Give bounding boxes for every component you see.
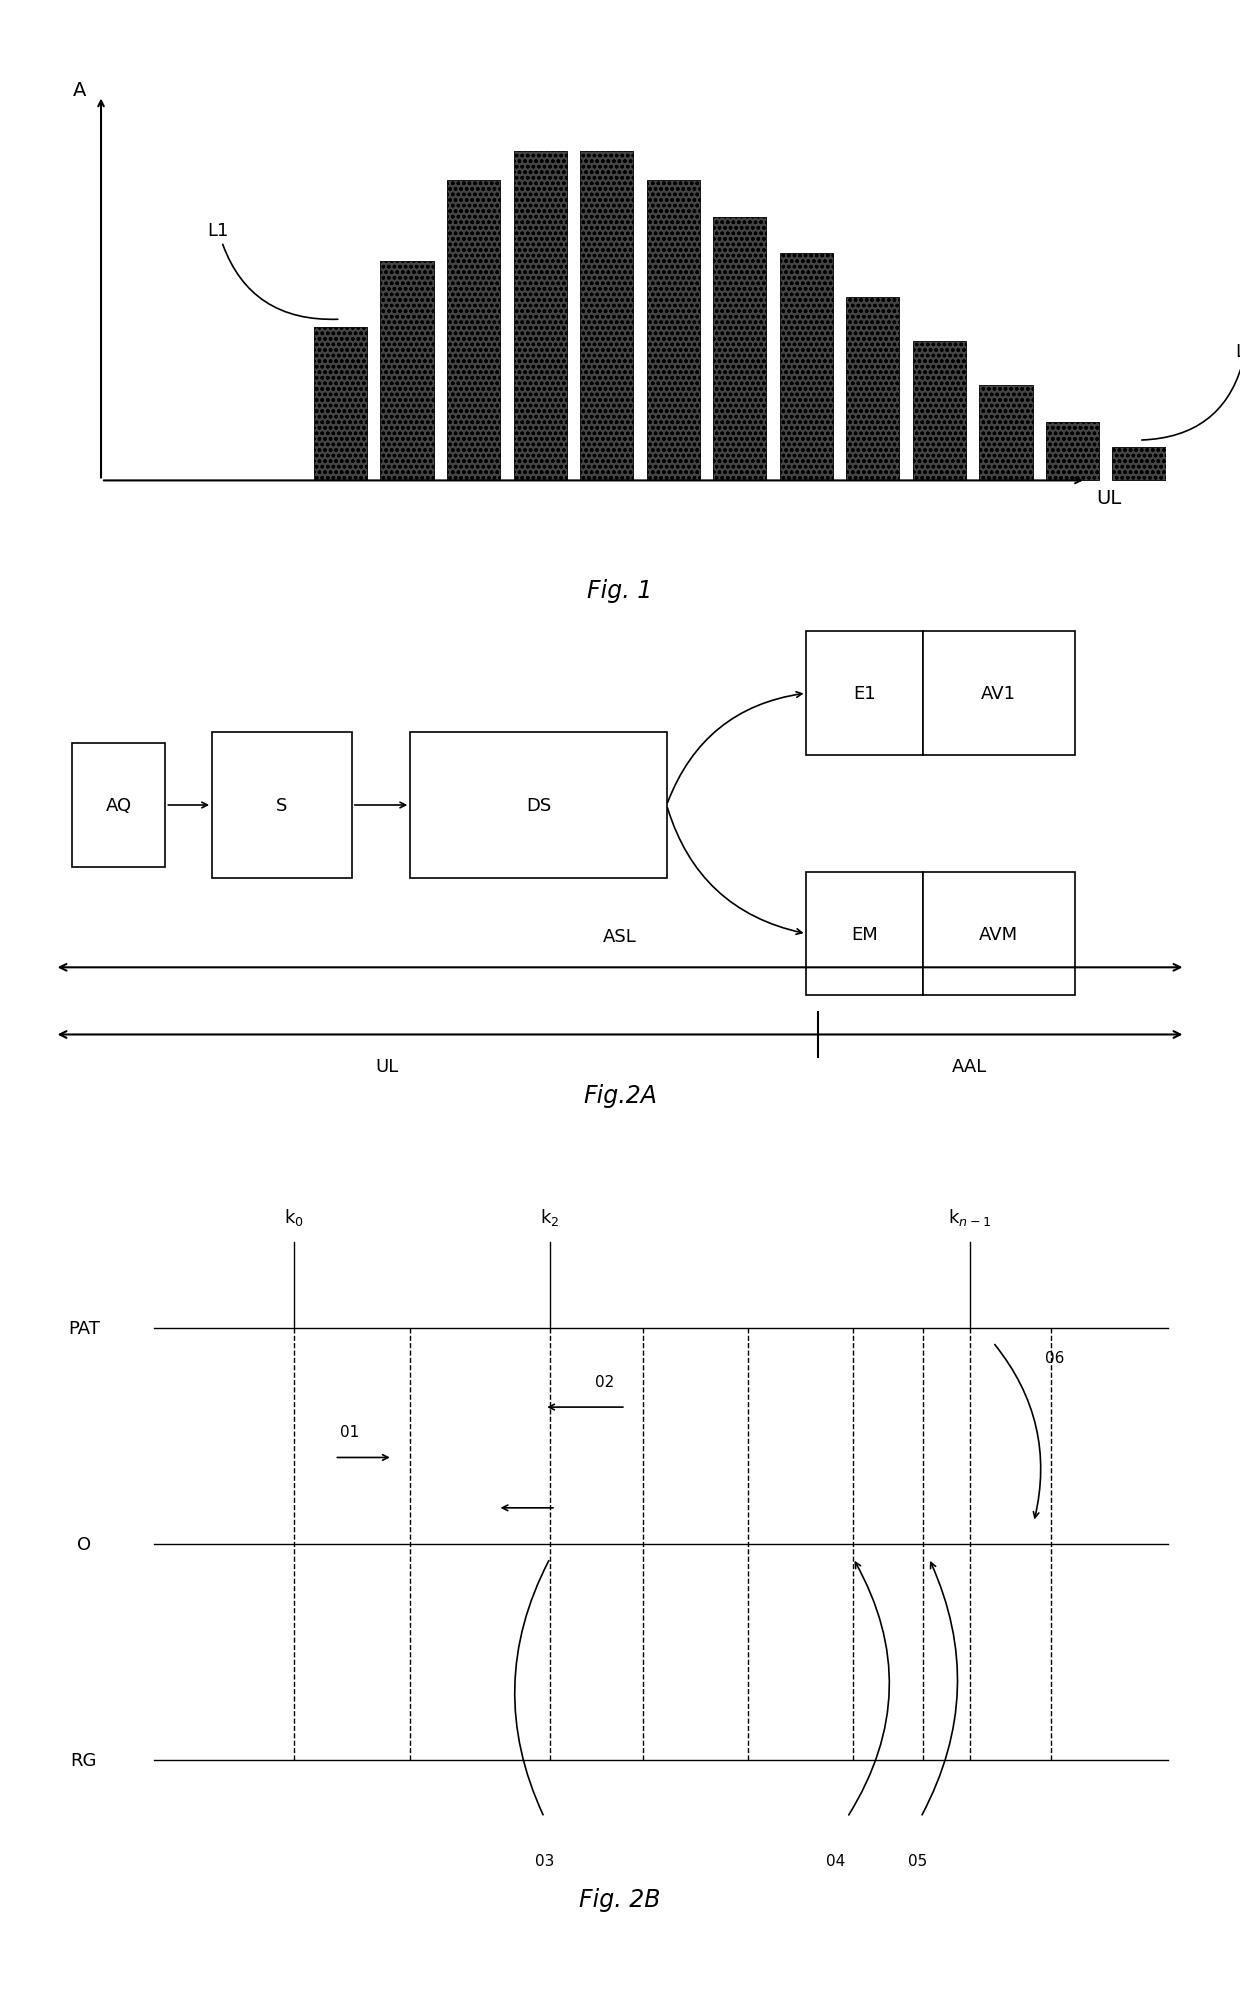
Bar (513, 152, 567, 482)
Text: UL: UL (1096, 490, 1122, 507)
Bar (446, 182, 500, 482)
Text: UL: UL (376, 1057, 398, 1075)
Text: L1: L1 (207, 222, 337, 320)
Text: DS: DS (526, 797, 551, 815)
FancyBboxPatch shape (212, 733, 352, 879)
Text: S: S (277, 797, 288, 815)
FancyBboxPatch shape (72, 743, 165, 867)
FancyBboxPatch shape (806, 631, 923, 755)
Text: Fig. 2B: Fig. 2B (579, 1886, 661, 1910)
Text: 01: 01 (340, 1425, 360, 1441)
Text: E1: E1 (853, 685, 877, 703)
Bar (780, 254, 833, 482)
Bar (580, 152, 634, 482)
Text: A: A (73, 82, 87, 100)
Bar (846, 298, 899, 482)
FancyBboxPatch shape (923, 873, 1075, 995)
FancyBboxPatch shape (410, 733, 667, 879)
Text: EM: EM (852, 925, 878, 943)
Text: RG: RG (71, 1750, 97, 1768)
Bar (646, 182, 699, 482)
Bar (713, 218, 766, 482)
Text: PAT: PAT (68, 1319, 99, 1337)
Text: Fig.2A: Fig.2A (583, 1083, 657, 1107)
Text: k$_2$: k$_2$ (541, 1207, 559, 1227)
FancyBboxPatch shape (806, 873, 923, 995)
Text: Ln: Ln (1142, 342, 1240, 442)
Bar (980, 386, 1033, 482)
FancyBboxPatch shape (923, 631, 1075, 755)
Bar (314, 328, 367, 482)
Text: k$_0$: k$_0$ (284, 1207, 304, 1227)
Text: k$_{n-1}$: k$_{n-1}$ (949, 1207, 991, 1227)
Text: AQ: AQ (105, 797, 131, 815)
Bar (913, 342, 966, 482)
Text: AV1: AV1 (981, 685, 1017, 703)
Text: 02: 02 (595, 1375, 614, 1389)
Text: O: O (77, 1534, 91, 1552)
Text: ASL: ASL (603, 927, 637, 945)
Text: 03: 03 (534, 1854, 554, 1868)
Text: 04: 04 (826, 1854, 846, 1868)
Bar (381, 262, 434, 482)
Bar (1045, 422, 1099, 482)
Text: 05: 05 (908, 1854, 926, 1868)
Text: AVM: AVM (980, 925, 1018, 943)
Text: Fig. 1: Fig. 1 (588, 579, 652, 603)
Bar (1112, 448, 1166, 482)
Text: 06: 06 (1045, 1351, 1065, 1365)
Text: AAL: AAL (952, 1057, 987, 1075)
